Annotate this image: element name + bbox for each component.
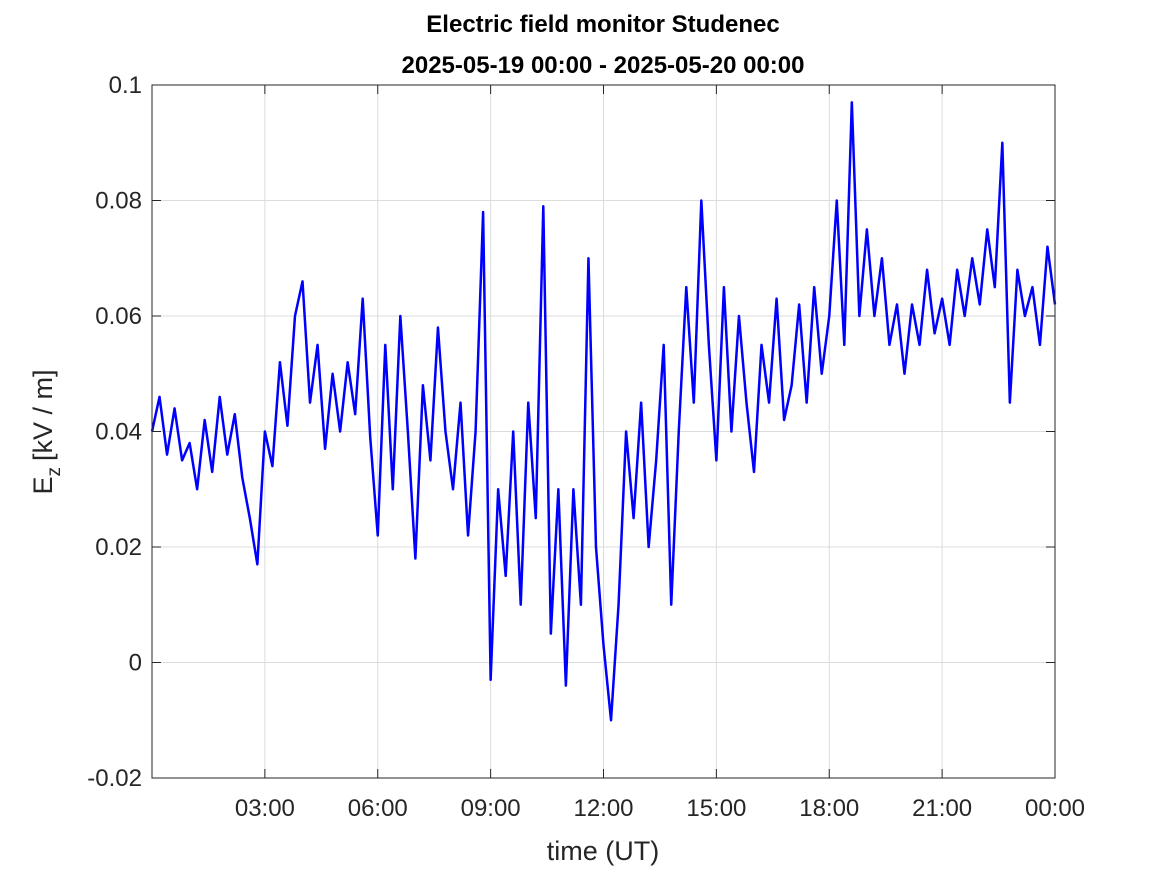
plot bbox=[150, 101, 1057, 722]
x-tick-label: 21:00 bbox=[912, 795, 972, 822]
y-axis-label: Ez [kV / m] bbox=[28, 369, 65, 494]
axes-box bbox=[151, 84, 1056, 779]
x-tick-label: 12:00 bbox=[573, 795, 633, 822]
y-label-unit: [kV / m] bbox=[28, 369, 58, 461]
x-tick-label: 09:00 bbox=[461, 795, 521, 822]
x-tick-label: 03:00 bbox=[235, 795, 295, 822]
y-tick-label: 0.06 bbox=[95, 303, 142, 330]
y-tick-label: 0.1 bbox=[109, 72, 142, 99]
y-tick-label: 0.08 bbox=[95, 188, 142, 215]
y-tick-label: -0.02 bbox=[87, 765, 142, 792]
y-tick-label: 0.04 bbox=[95, 419, 142, 446]
y-tick-label: 0.02 bbox=[95, 534, 142, 561]
chart-title: Electric field monitor Studenec bbox=[426, 11, 779, 38]
axes: -0.02 0 0.02 0.04 0.06 0.08 0.1 03:00 06:00 09:00… bbox=[87, 72, 1085, 822]
chart-subtitle: 2025-05-19 00:00 - 2025-05-20 00:00 bbox=[402, 52, 805, 79]
x-tick-label: 00:00 bbox=[1025, 795, 1085, 822]
x-tick-label: 18:00 bbox=[799, 795, 859, 822]
data-line bbox=[150, 101, 1057, 722]
x-tick-label: 06:00 bbox=[348, 795, 408, 822]
y-tick-label: 0 bbox=[129, 650, 142, 677]
x-axis-label: time (UT) bbox=[547, 836, 659, 866]
y-label-main: E bbox=[28, 477, 58, 495]
x-tick-label: 15:00 bbox=[686, 795, 746, 822]
y-label-sub: z bbox=[44, 467, 65, 477]
